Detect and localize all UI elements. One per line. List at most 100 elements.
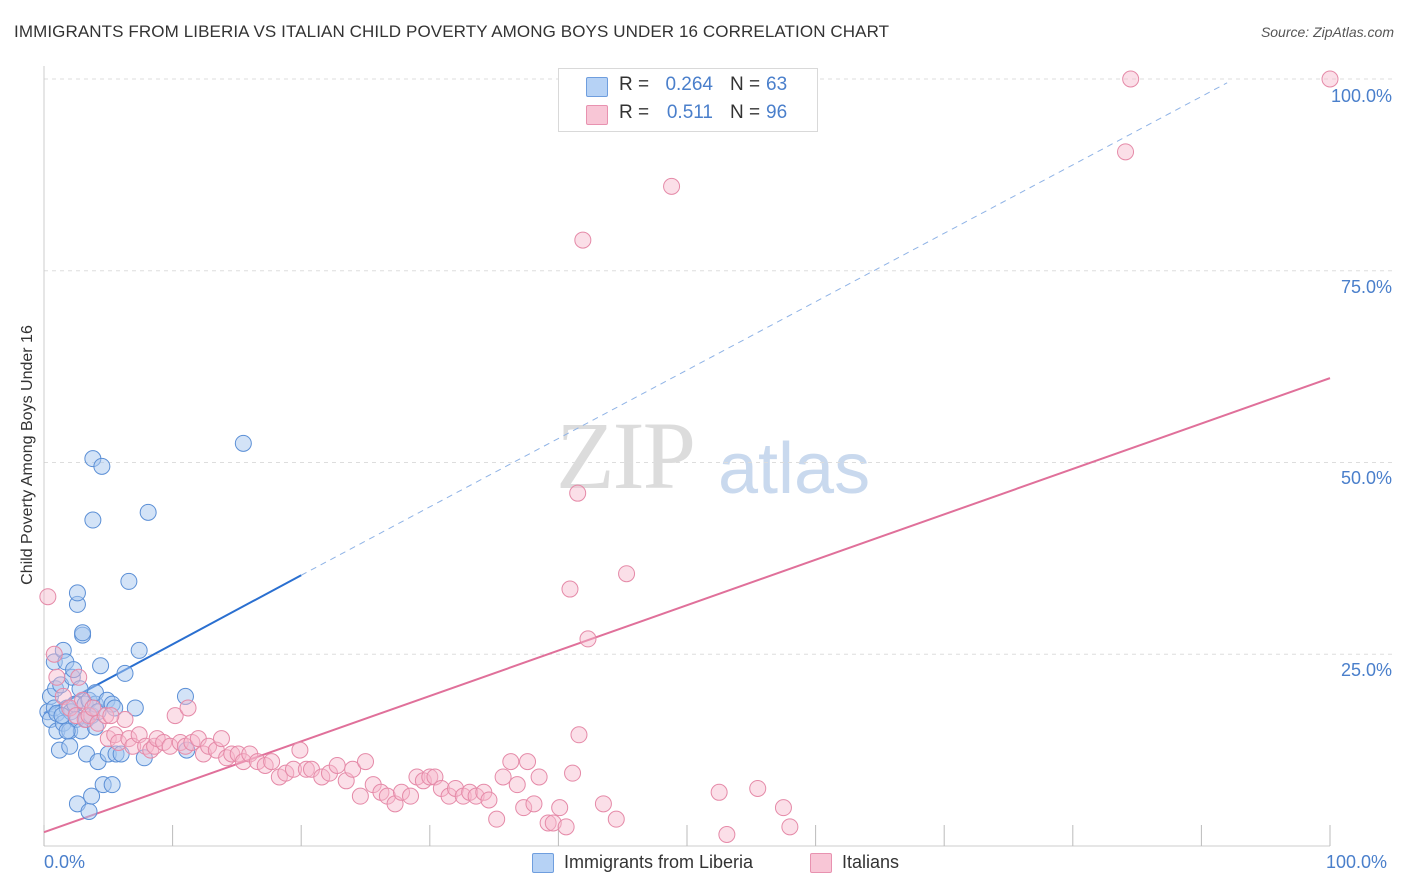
point-liberia [80,802,98,820]
point-italians [179,699,197,717]
point-italians [97,707,115,725]
point-italians [564,764,582,782]
point-italians [530,768,548,786]
point-italians [248,753,266,771]
point-italians [494,768,512,786]
point-italians [502,753,520,771]
legend-r-value: 0.264 [665,74,713,95]
point-italians [551,799,569,817]
point-italians [39,588,57,606]
point-italians [263,753,281,771]
point-italians [467,787,485,805]
point-italians [166,707,184,725]
correlation-legend: R = 0.264 N = 63 R = 0.511 N = 96 [558,68,818,132]
point-italians [45,645,63,663]
point-liberia [61,737,79,755]
point-italians [774,799,792,817]
series-italians-points [39,70,1339,843]
y-tick-25: 25.0% [1340,660,1392,680]
point-italians [116,710,134,728]
point-italians [515,799,533,817]
point-liberia [68,584,86,602]
point-italians [1122,70,1140,88]
point-italians [574,231,592,249]
point-italians [579,630,597,648]
point-italians [663,177,681,195]
y-axis-label: Child Poverty Among Boys Under 16 [19,325,36,585]
watermark-zip: ZIP [556,402,696,509]
legend-swatch-italians [586,105,608,125]
legend-r-label: R = [619,102,650,123]
point-italians [421,768,439,786]
point-italians [557,818,575,836]
point-italians [781,818,799,836]
point-italians [110,733,128,751]
point-italians [539,814,557,832]
bottom-legend-italians: Italians [842,852,900,872]
chart-title: IMMIGRANTS FROM LIBERIA VS ITALIAN CHILD… [14,22,890,41]
point-italians [618,565,636,583]
point-italians [212,730,230,748]
point-italians [393,783,411,801]
point-italians [749,779,767,797]
point-italians [607,810,625,828]
trend-italians [43,377,1331,834]
y-tick-75: 75.0% [1340,277,1392,297]
trend-liberia-extension [300,82,1228,576]
point-liberia [58,722,76,740]
x-tick-min: 0.0% [44,852,86,872]
gridlines [44,78,1395,655]
legend-swatch-liberia [586,77,608,97]
point-liberia [103,776,121,794]
y-tick-100: 100.0% [1330,86,1392,106]
point-italians [277,764,295,782]
point-italians [570,726,588,744]
point-italians [67,707,85,725]
point-liberia [130,641,148,659]
point-liberia [116,664,134,682]
point-liberia [92,657,110,675]
point-liberia [93,457,111,475]
point-italians [351,787,369,805]
point-italians [569,484,587,502]
legend-n-value: 63 [766,74,788,95]
point-italians [84,699,102,717]
legend-n-label: N = [730,102,761,123]
legend-row-italians: R = 0.511 N = 96 [559,100,817,128]
point-italians [544,814,562,832]
bottom-legend-liberia: Immigrants from Liberia [564,852,754,872]
point-liberia [74,624,92,642]
point-italians [291,741,309,759]
point-italians [284,760,302,778]
point-italians [718,825,736,843]
point-italians [106,726,124,744]
point-liberia [84,511,102,529]
chart-source: Source: ZipAtlas.com [1260,24,1394,40]
point-italians [200,737,218,755]
point-italians [508,776,526,794]
point-italians [402,787,420,805]
trend-lines [43,82,1331,834]
bottom-legend-swatch-italians [810,853,832,873]
point-liberia [120,572,138,590]
legend-n-value: 96 [766,102,788,123]
point-italians [70,668,88,686]
point-italians [102,707,120,725]
point-italians [710,783,728,801]
point-italians [357,753,374,771]
point-italians [48,668,66,686]
point-italians [313,768,331,786]
point-italians [297,760,315,778]
legend-n-label: N = [730,74,761,95]
x-tick-max: 100.0% [1326,852,1388,872]
point-italians [344,760,362,778]
point-italians [561,580,579,598]
point-italians [488,810,506,828]
point-italians [519,753,537,771]
point-liberia [234,434,252,452]
point-italians [328,756,346,774]
point-italians [480,791,498,809]
point-italians [120,730,138,748]
axes [43,66,1331,847]
